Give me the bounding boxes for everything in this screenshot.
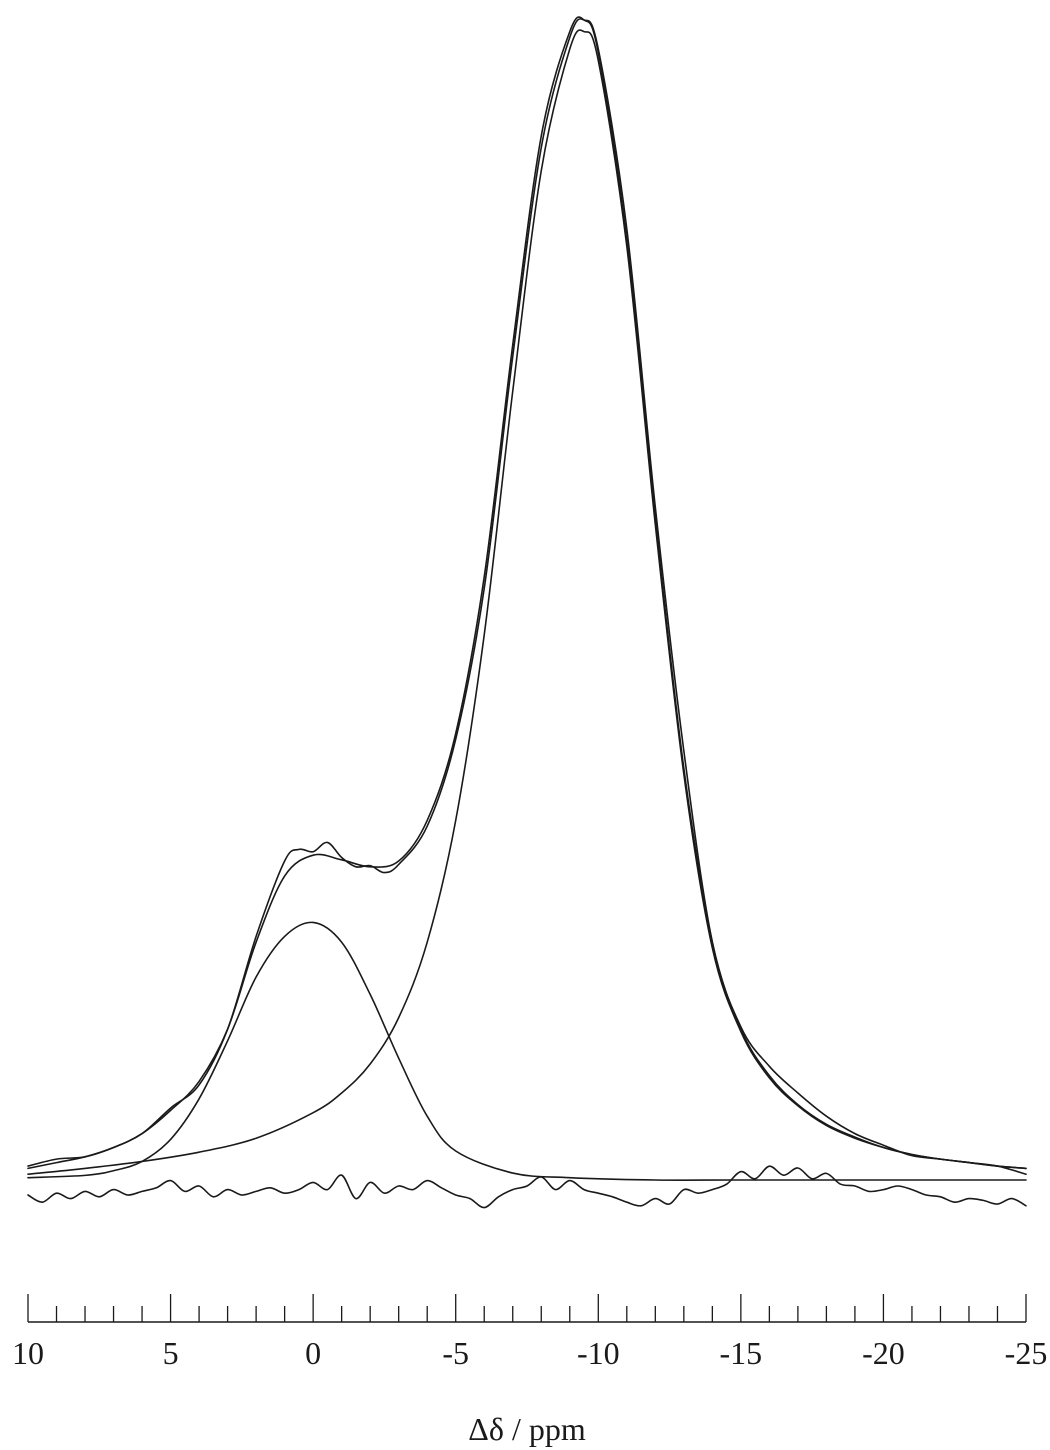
x-tick-label: -10 [577,1335,620,1371]
x-axis: 10 5 0 -5 -10 -15 -20 -25 [12,1294,1047,1371]
x-tick-label: -20 [862,1335,905,1371]
x-tick-label: -25 [1005,1335,1048,1371]
x-tick-label: 10 [12,1335,44,1371]
series-fit-component-main [27,29,1027,1175]
x-tick-label: -15 [720,1335,763,1371]
series-experimental [27,18,1027,1175]
series-residual [27,1165,1027,1209]
x-axis-title: Δδ / ppm [468,1411,586,1447]
x-tick-label: -5 [442,1335,469,1371]
x-tick-label: 5 [163,1335,179,1371]
series-fit-component-minor [27,921,1027,1181]
spectrum-traces [27,16,1027,1209]
x-tick-label: 0 [305,1335,321,1371]
series-fit-sum [27,16,1027,1170]
